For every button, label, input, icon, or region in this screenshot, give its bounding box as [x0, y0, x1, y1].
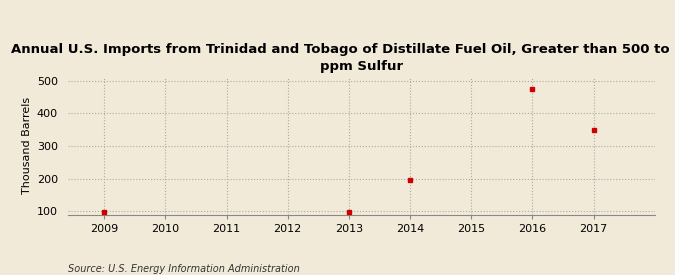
Text: Source: U.S. Energy Information Administration: Source: U.S. Energy Information Administ…	[68, 264, 299, 274]
Title: Annual U.S. Imports from Trinidad and Tobago of Distillate Fuel Oil, Greater tha: Annual U.S. Imports from Trinidad and To…	[11, 43, 675, 73]
Y-axis label: Thousand Barrels: Thousand Barrels	[22, 97, 32, 194]
